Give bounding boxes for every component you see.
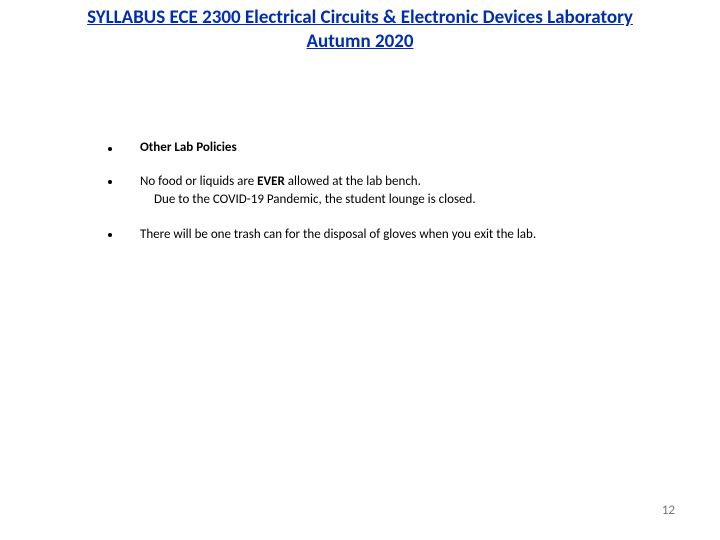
bullet-icon bbox=[108, 233, 112, 237]
policy-emph: EVER bbox=[257, 174, 285, 189]
title-line-2: Autumn 2020 bbox=[0, 30, 720, 54]
content-area: Other Lab Policies No food or liquids ar… bbox=[108, 140, 660, 262]
policy-text: No food or liquids are EVER allowed at t… bbox=[140, 173, 476, 208]
title-line-1: SYLLABUS ECE 2300 Electrical Circuits & … bbox=[0, 6, 720, 30]
slide-title: SYLLABUS ECE 2300 Electrical Circuits & … bbox=[0, 0, 720, 54]
bullet-icon bbox=[108, 147, 112, 151]
policy-text: There will be one trash can for the disp… bbox=[140, 226, 536, 244]
bullet-icon bbox=[108, 180, 112, 184]
policy-pre: No food or liquids are bbox=[140, 174, 257, 189]
policy-post: allowed at the lab bench. bbox=[285, 174, 421, 189]
policy-item: There will be one trash can for the disp… bbox=[108, 226, 660, 244]
policy-item: No food or liquids are EVER allowed at t… bbox=[108, 173, 660, 208]
policy-sub: Due to the COVID-19 Pandemic, the studen… bbox=[154, 191, 476, 209]
page-number: 12 bbox=[662, 503, 675, 518]
policies-heading: Other Lab Policies bbox=[140, 140, 237, 155]
policies-heading-row: Other Lab Policies bbox=[108, 140, 660, 155]
